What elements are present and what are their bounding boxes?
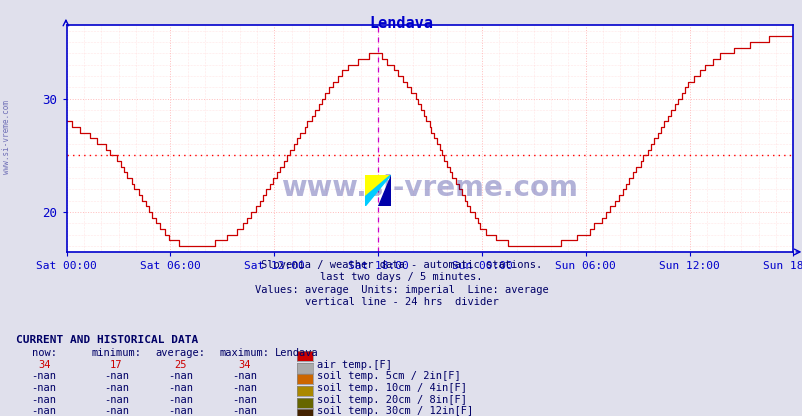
Text: now:: now: bbox=[31, 348, 57, 358]
Text: -nan: -nan bbox=[232, 371, 257, 381]
Text: 17: 17 bbox=[110, 360, 123, 370]
Polygon shape bbox=[378, 175, 391, 206]
Text: soil temp. 20cm / 8in[F]: soil temp. 20cm / 8in[F] bbox=[317, 395, 467, 405]
Text: air temp.[F]: air temp.[F] bbox=[317, 360, 391, 370]
Text: minimum:: minimum: bbox=[91, 348, 141, 358]
Text: CURRENT AND HISTORICAL DATA: CURRENT AND HISTORICAL DATA bbox=[16, 335, 198, 345]
Text: -nan: -nan bbox=[168, 395, 193, 405]
Text: soil temp. 30cm / 12in[F]: soil temp. 30cm / 12in[F] bbox=[317, 406, 473, 416]
Text: 34: 34 bbox=[238, 360, 251, 370]
Text: maximum:: maximum: bbox=[220, 348, 269, 358]
Polygon shape bbox=[365, 175, 391, 206]
Text: -nan: -nan bbox=[232, 395, 257, 405]
Text: -nan: -nan bbox=[232, 383, 257, 393]
Text: vertical line - 24 hrs  divider: vertical line - 24 hrs divider bbox=[304, 297, 498, 307]
Text: -nan: -nan bbox=[168, 406, 193, 416]
Text: 34: 34 bbox=[38, 360, 51, 370]
Text: Lendava: Lendava bbox=[275, 348, 318, 358]
Text: www.si-vreme.com: www.si-vreme.com bbox=[2, 100, 11, 174]
Text: -nan: -nan bbox=[103, 406, 129, 416]
Text: last two days / 5 minutes.: last two days / 5 minutes. bbox=[320, 272, 482, 282]
Text: Lendava: Lendava bbox=[369, 16, 433, 31]
Polygon shape bbox=[365, 175, 391, 197]
Text: -nan: -nan bbox=[103, 383, 129, 393]
Text: average:: average: bbox=[156, 348, 205, 358]
Text: -nan: -nan bbox=[103, 371, 129, 381]
Text: Values: average  Units: imperial  Line: average: Values: average Units: imperial Line: av… bbox=[254, 285, 548, 295]
Text: -nan: -nan bbox=[31, 383, 57, 393]
Text: -nan: -nan bbox=[31, 371, 57, 381]
Text: 25: 25 bbox=[174, 360, 187, 370]
Text: soil temp. 5cm / 2in[F]: soil temp. 5cm / 2in[F] bbox=[317, 371, 460, 381]
Text: soil temp. 10cm / 4in[F]: soil temp. 10cm / 4in[F] bbox=[317, 383, 467, 393]
Text: -nan: -nan bbox=[168, 383, 193, 393]
Text: -nan: -nan bbox=[232, 406, 257, 416]
Text: -nan: -nan bbox=[103, 395, 129, 405]
Text: www.si-vreme.com: www.si-vreme.com bbox=[282, 174, 577, 202]
Text: Slovenia / weather data - automatic stations.: Slovenia / weather data - automatic stat… bbox=[261, 260, 541, 270]
Text: -nan: -nan bbox=[31, 406, 57, 416]
Text: -nan: -nan bbox=[168, 371, 193, 381]
Text: -nan: -nan bbox=[31, 395, 57, 405]
